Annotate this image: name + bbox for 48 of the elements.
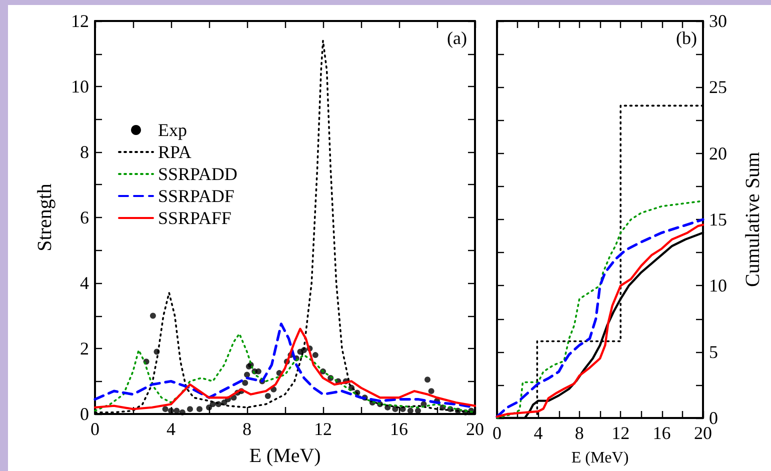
point <box>187 406 193 412</box>
point <box>312 352 318 358</box>
x-tick-label: 8 <box>574 423 584 443</box>
x-tick-label: 20 <box>694 423 712 443</box>
x-tick-label: 16 <box>390 419 408 439</box>
x-tick-label: 20 <box>466 419 484 439</box>
point <box>424 376 430 383</box>
y2-axis-title: Cumulative Sum <box>742 152 764 287</box>
y-tick-label: 10 <box>71 76 89 96</box>
x-tick-label: 8 <box>242 419 252 439</box>
y-tick-label: 6 <box>80 208 89 228</box>
point <box>150 312 156 319</box>
point <box>196 406 202 412</box>
point <box>162 406 168 412</box>
y2-tick-label: 30 <box>709 11 727 31</box>
y-tick-label: 0 <box>80 404 89 424</box>
point <box>255 368 262 374</box>
x-tick-label: 12 <box>314 419 332 439</box>
y-axis-title: Strength <box>34 184 56 252</box>
y-tick-label: 2 <box>80 338 89 358</box>
x-tick-label: 16 <box>652 423 671 443</box>
x-tick-label: 4 <box>534 423 543 443</box>
x-tick-label: 0 <box>492 423 502 443</box>
x-axis-title: E (MeV) <box>571 450 629 466</box>
legend-label: SSRPADF <box>158 186 234 206</box>
y2-tick-label: 10 <box>709 276 727 296</box>
y2-tick-label: 15 <box>709 210 727 230</box>
y-tick-label: 12 <box>71 11 89 31</box>
x-tick-label: 12 <box>612 423 630 443</box>
point <box>179 409 186 416</box>
legend-label: SSRPAFF <box>158 208 232 228</box>
legend-label: SSRPADD <box>158 164 238 184</box>
annotation: (a) <box>447 28 468 48</box>
point <box>242 380 248 386</box>
y2-tick-label: 25 <box>709 77 727 98</box>
point <box>206 404 212 410</box>
y-tick-label: 8 <box>80 142 89 162</box>
x-tick-label: 4 <box>166 419 176 439</box>
x-axis-title: E (MeV) <box>249 445 321 467</box>
legend-label: RPA <box>158 142 192 162</box>
y2-tick-label: 20 <box>709 143 727 164</box>
point <box>428 388 434 394</box>
legend-label: Exp <box>158 120 187 140</box>
point <box>264 392 271 399</box>
y2-tick-label: 5 <box>709 342 718 362</box>
annotation: (b) <box>676 28 698 48</box>
y-tick-label: 4 <box>80 273 89 293</box>
point <box>244 372 250 378</box>
